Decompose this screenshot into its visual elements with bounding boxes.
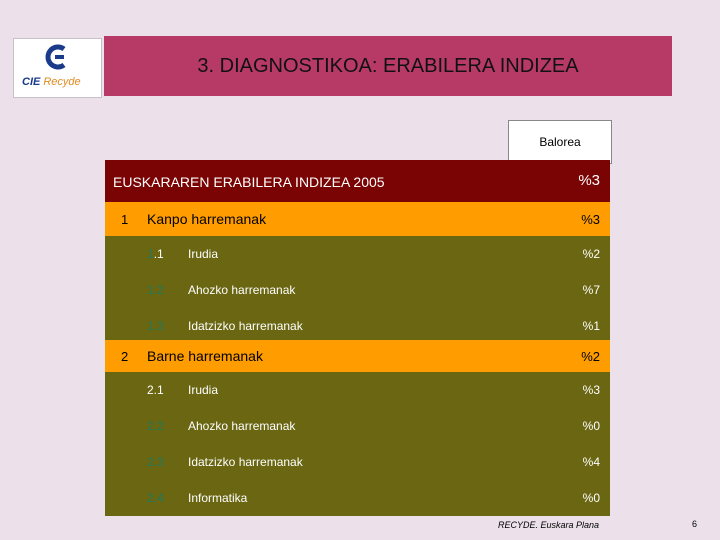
logo-name: CIE [22,76,41,88]
table-row: 1.3 Idatzizko harremanak %1 [105,308,610,344]
table-row: 2.4 Informatika %0 [105,480,610,516]
logo-text: CIE Recyde [22,76,81,88]
item-label: Ahozko harremanak [188,283,296,297]
slide-title: 3. DIAGNOSTIKOA: ERABILERA INDIZEA [197,54,579,77]
item-value: %0 [582,491,600,505]
footer-text: RECYDE. Euskara Plana [498,520,600,530]
header-label: EUSKARAREN ERABILERA INDIZEA 2005 [113,174,385,190]
table-row: 2.2 Ahozko harremanak %0 [105,408,610,444]
page-number: 6 [692,519,698,529]
category-label: Barne harremanak [147,348,263,364]
category-row-barne: 2 Barne harremanak %2 [105,340,610,372]
table-row: 1.2 Ahozko harremanak %7 [105,272,610,308]
item-value: %0 [582,419,600,433]
item-label: Idatzizko harremanak [188,455,303,469]
item-number: 1.1 [147,247,164,261]
table-row: 1.1 Irudia %2 [105,236,610,272]
slide-title-bar: 3. DIAGNOSTIKOA: ERABILERA INDIZEA [104,36,672,96]
cie-logo-icon [45,44,66,70]
item-label: Irudia [188,383,219,397]
company-logo: CIE Recyde [13,38,102,98]
item-number: 2.1 [147,383,164,397]
item-label: Informatika [188,491,248,505]
item-value: %4 [582,455,600,469]
item-number: 2.2 [147,419,164,433]
category-value: %3 [581,211,600,227]
category-number: 2 [121,348,129,364]
category-row-kanpo: 1 Kanpo harremanak %3 [105,202,610,236]
item-value: %3 [582,383,600,397]
item-number: 1.3 [147,319,164,333]
item-label: Idatzizko harremanak [188,319,303,333]
balorea-label: Balorea [539,135,581,149]
item-value: %1 [582,319,600,333]
table-header-row: EUSKARAREN ERABILERA INDIZEA 2005 %3 [105,160,610,202]
table-row: 2.1 Irudia %3 [105,372,610,408]
item-value: %2 [582,247,600,261]
logo-subname: Recyde [43,76,81,88]
category-value: %2 [581,348,600,364]
item-number: 2.3 [147,455,164,469]
value-column-header: Balorea [508,120,612,164]
item-number: 1.2 [147,283,164,297]
item-label: Irudia [188,247,219,261]
item-value: %7 [582,283,600,297]
header-value: %3 [578,172,600,189]
table-row: 2.3 Idatzizko harremanak %4 [105,444,610,480]
category-number: 1 [121,211,129,227]
category-label: Kanpo harremanak [147,211,267,227]
item-number: 2.4 [147,491,164,505]
item-label: Ahozko harremanak [188,419,296,433]
